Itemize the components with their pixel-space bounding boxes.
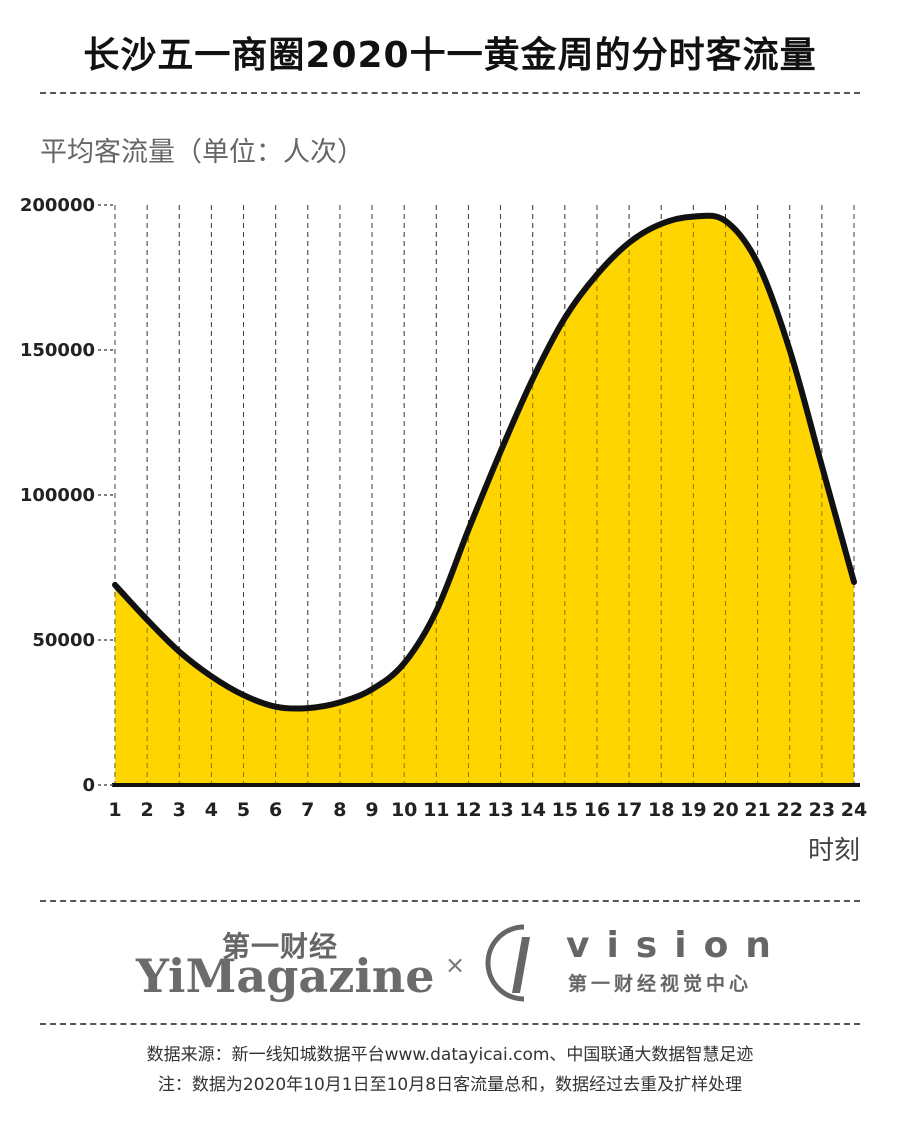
top-divider xyxy=(40,92,860,94)
x-tick-label: 22 xyxy=(777,799,803,821)
x-tick-label: 23 xyxy=(809,799,835,821)
area-fill xyxy=(115,215,854,785)
x-tick-label: 8 xyxy=(333,799,346,821)
x-tick-label: 14 xyxy=(519,799,545,821)
x-tick-label: 4 xyxy=(205,799,218,821)
x-tick-label: 10 xyxy=(391,799,417,821)
vision-logo: vision xyxy=(566,925,788,966)
middle-divider xyxy=(40,900,860,902)
data-note: 注：数据为2020年10月1日至10月8日客流量总和，数据经过去重及扩样处理 xyxy=(157,1075,743,1095)
vision-mark-icon xyxy=(485,924,530,1002)
x-axis-title: 时刻 xyxy=(807,836,860,866)
logo-area: 第一财经 YiMagazine × vision 第一财经视觉中心 xyxy=(0,905,900,1020)
x-tick-label: 18 xyxy=(648,799,674,821)
x-tick-label: 17 xyxy=(616,799,642,821)
x-tick-label: 2 xyxy=(141,799,154,821)
times-icon: × xyxy=(445,951,466,979)
series-line xyxy=(112,212,857,712)
x-tick-label: 16 xyxy=(584,799,610,821)
y-axis-ticks: 0 50000 100000 150000 200000 xyxy=(20,195,115,796)
y-tick-label: 100000 xyxy=(20,485,95,506)
y-tick-label: 50000 xyxy=(32,630,95,651)
x-tick-label: 20 xyxy=(712,799,738,821)
x-tick-label: 12 xyxy=(455,799,481,821)
x-tick-label: 5 xyxy=(237,799,250,821)
x-tick-label: 15 xyxy=(552,799,578,821)
x-tick-label: 3 xyxy=(173,799,186,821)
yimagazine-cn-logo: 第一财经 xyxy=(222,930,339,963)
x-tick-label: 6 xyxy=(269,799,282,821)
x-tick-label: 24 xyxy=(841,799,867,821)
grid-lines-overlay xyxy=(114,205,855,785)
vision-cn-logo: 第一财经视觉中心 xyxy=(568,973,753,995)
x-tick-label: 7 xyxy=(301,799,314,821)
y-tick-label: 150000 xyxy=(20,340,95,361)
y-tick-label: 200000 xyxy=(20,195,95,216)
x-tick-label: 9 xyxy=(365,799,378,821)
bottom-divider xyxy=(40,1023,860,1025)
chart-title: 长沙五一商圈2020十一黄金周的分时客流量 xyxy=(83,35,817,76)
y-axis-title: 平均客流量（单位：人次） xyxy=(40,137,364,168)
x-tick-label: 13 xyxy=(487,799,513,821)
x-tick-label: 21 xyxy=(744,799,770,821)
yimagazine-logo: YiMagazine xyxy=(136,949,435,1003)
data-source: 数据来源：新一线知城数据平台www.datayicai.com、中国联通大数据智… xyxy=(146,1045,754,1065)
x-axis-ticks: 1 2 3 4 5 6 7 8 9 10 11 12 13 14 15 16 17 18 19 20 21 22 23 24 xyxy=(108,799,867,821)
y-tick-label: 0 xyxy=(82,775,95,796)
x-tick-label: 1 xyxy=(108,799,121,821)
x-tick-label: 11 xyxy=(423,799,449,821)
x-tick-label: 19 xyxy=(680,799,706,821)
